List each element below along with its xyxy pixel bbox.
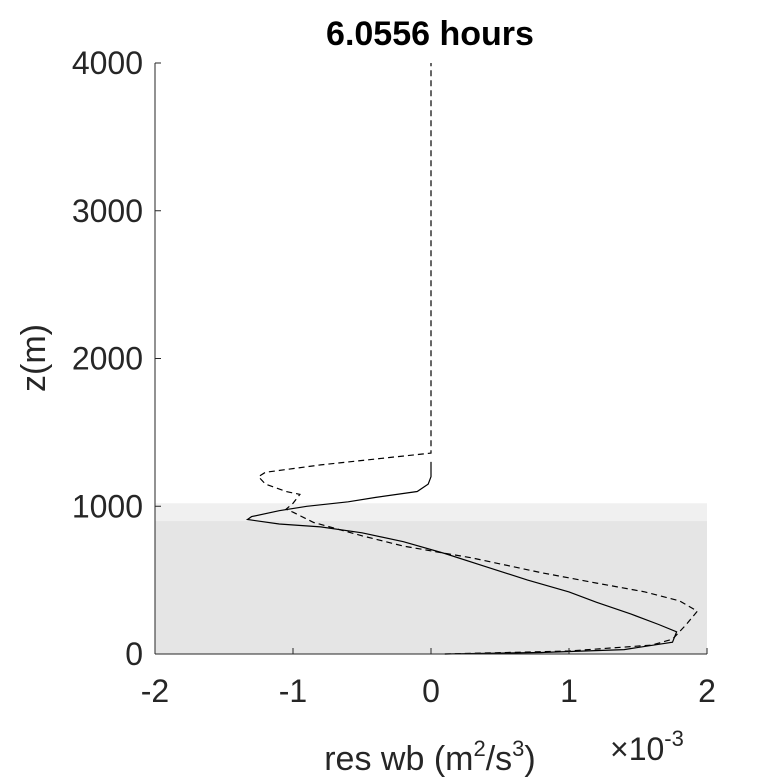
x-axis-label-sup2: 3	[512, 736, 524, 761]
x-tick-label: 2	[698, 673, 716, 709]
x-tick-label: -1	[279, 673, 307, 709]
x-axis-label-mid: /s	[486, 740, 512, 778]
x-axis-exponent: ×10-3	[610, 726, 684, 767]
y-tick-label: 0	[125, 636, 143, 672]
shaded-band-1	[155, 503, 707, 522]
x-tick-label: 0	[422, 673, 440, 709]
x-axis-label: res wb (m2/s3)	[324, 736, 536, 778]
x-axis-label-base: res wb (m	[324, 740, 473, 778]
shaded-bands	[155, 503, 707, 654]
y-tick-label: 4000	[72, 45, 143, 81]
y-axis-label: z(m)	[15, 324, 53, 392]
x-axis-label-sup1: 2	[473, 736, 485, 761]
x-axis-label-end: )	[524, 740, 535, 778]
series-layer	[245, 63, 699, 655]
x-exponent-prefix: ×10	[610, 731, 664, 767]
y-tick-label: 2000	[72, 341, 143, 377]
chart-title: 6.0556 hours	[326, 15, 534, 53]
series-line-dashed	[257, 63, 699, 655]
y-tick-label: 3000	[72, 193, 143, 229]
ticks: -2 -1 0 1 2 0 1000 2000 3000 4000	[72, 45, 716, 709]
x-tick-label: 1	[560, 673, 578, 709]
x-exponent-power: -3	[664, 726, 684, 751]
y-tick-label: 1000	[72, 488, 143, 524]
series-line-solid	[245, 461, 678, 655]
shaded-band-0	[155, 521, 707, 654]
x-tick-label: -2	[141, 673, 169, 709]
